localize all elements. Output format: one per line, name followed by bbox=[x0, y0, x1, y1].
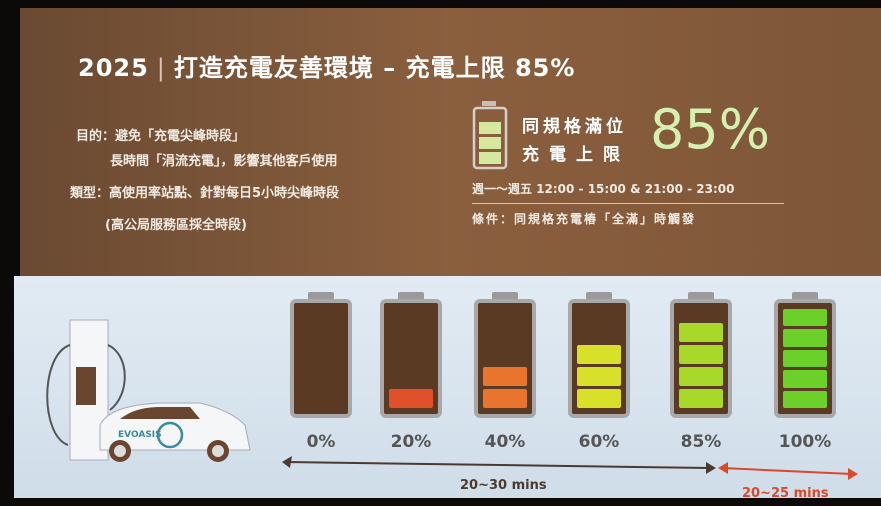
arrow-head-second-right bbox=[848, 468, 858, 480]
battery-segment bbox=[783, 349, 827, 368]
battery-body bbox=[568, 299, 630, 418]
battery-percent-label: 60% bbox=[578, 432, 620, 452]
type-line2: (高公局服務區採全時段) bbox=[105, 218, 247, 233]
battery-1 bbox=[380, 292, 442, 418]
title-text: 打造充電友善環境 – 充電上限 85% bbox=[173, 54, 576, 82]
battery-body bbox=[474, 299, 536, 418]
duration-second-label: 20~25 mins bbox=[742, 486, 829, 501]
battery-percent-label: 100% bbox=[778, 432, 832, 452]
battery-segment bbox=[577, 389, 621, 408]
battery-body bbox=[290, 299, 352, 418]
charger-car-illustration: EVOASIS bbox=[46, 319, 251, 462]
battery-segment bbox=[679, 345, 723, 364]
arrow-head-second-left bbox=[718, 462, 728, 474]
limit-label-line1: 同規格滿位 bbox=[522, 117, 627, 137]
battery-5 bbox=[774, 292, 836, 418]
battery-segment bbox=[577, 367, 621, 386]
battery-cap bbox=[688, 292, 714, 300]
arrow-head-first-right bbox=[706, 462, 716, 474]
battery-percent-label: 0% bbox=[306, 432, 336, 452]
battery-icon bbox=[472, 101, 508, 170]
limit-value: 85% bbox=[650, 98, 771, 161]
slide-illustration-panel bbox=[14, 276, 881, 498]
arrow-head-left bbox=[282, 456, 292, 468]
battery-2 bbox=[474, 292, 536, 418]
battery-segment bbox=[577, 345, 621, 364]
battery-segment bbox=[783, 308, 827, 327]
battery-percent-label: 20% bbox=[390, 432, 432, 452]
battery-percent-label: 40% bbox=[484, 432, 526, 452]
battery-segment bbox=[483, 389, 527, 408]
type-line1: 高使用率站點、針對每日5小時尖峰時段 bbox=[109, 186, 340, 201]
battery-3 bbox=[568, 292, 630, 418]
battery-body bbox=[380, 299, 442, 418]
battery-segment bbox=[783, 370, 827, 388]
battery-segment bbox=[389, 389, 433, 408]
battery-segment bbox=[679, 389, 723, 408]
battery-percent-label: 85% bbox=[680, 432, 722, 452]
battery-cap bbox=[308, 292, 334, 300]
slide-header-panel bbox=[20, 8, 881, 278]
battery-cap bbox=[398, 292, 424, 300]
battery-body bbox=[774, 299, 836, 418]
battery-0 bbox=[290, 292, 352, 418]
limit-schedule: 週一～週五 12:00 - 15:00 & 21:00 - 23:00 bbox=[472, 182, 735, 196]
purpose-line1: 避免「充電尖峰時段」 bbox=[115, 129, 246, 144]
battery-cap bbox=[586, 292, 612, 300]
battery-body bbox=[670, 299, 732, 418]
title-year: 2025 bbox=[78, 54, 149, 82]
battery-segment bbox=[783, 390, 827, 408]
duration-first-label: 20~30 mins bbox=[460, 478, 547, 493]
battery-segment bbox=[679, 367, 723, 386]
arrow-line-first bbox=[285, 461, 711, 469]
limit-label-line2: 充電上限 bbox=[522, 145, 630, 165]
battery-segment bbox=[783, 329, 827, 347]
purpose-label: 目的： bbox=[76, 129, 116, 144]
slide-title: 2025 | 打造充電友善環境 – 充電上限 85% bbox=[78, 48, 575, 83]
title-separator: | bbox=[156, 54, 166, 82]
battery-segment bbox=[483, 367, 527, 386]
purpose-line2: 長時間「涓流充電」，影響其他客戶使用 bbox=[110, 154, 338, 169]
arrow-line-second bbox=[721, 467, 853, 475]
battery-cap bbox=[492, 292, 518, 300]
car-brand-logo: EVOASIS bbox=[118, 430, 162, 440]
battery-4 bbox=[670, 292, 732, 418]
battery-cap bbox=[792, 292, 818, 300]
battery-segment bbox=[679, 323, 723, 342]
type-label: 類型： bbox=[70, 186, 110, 201]
divider bbox=[472, 203, 784, 204]
limit-condition: 條件：同規格充電樁「全滿」時觸發 bbox=[472, 212, 697, 226]
